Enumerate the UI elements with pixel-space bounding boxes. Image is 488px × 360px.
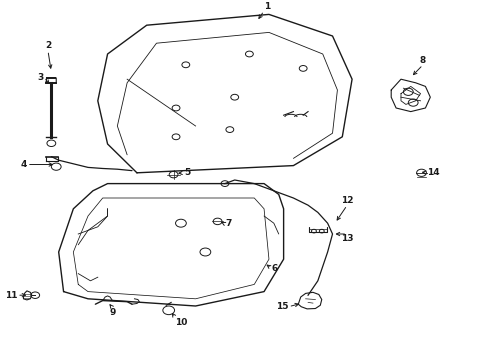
Text: 15: 15 <box>275 302 288 311</box>
Text: 12: 12 <box>340 196 353 205</box>
Text: 1: 1 <box>264 2 270 11</box>
Text: 14: 14 <box>426 168 439 177</box>
Text: 4: 4 <box>20 160 27 169</box>
Text: 10: 10 <box>175 318 187 327</box>
Text: 6: 6 <box>271 264 277 273</box>
Text: 13: 13 <box>340 234 353 243</box>
Text: 9: 9 <box>109 308 116 317</box>
Text: 7: 7 <box>224 219 231 228</box>
Text: 5: 5 <box>183 168 190 177</box>
Text: 2: 2 <box>45 41 51 50</box>
Text: 3: 3 <box>38 73 44 82</box>
Text: 8: 8 <box>419 56 425 65</box>
Text: 11: 11 <box>4 291 17 300</box>
FancyBboxPatch shape <box>46 78 56 83</box>
